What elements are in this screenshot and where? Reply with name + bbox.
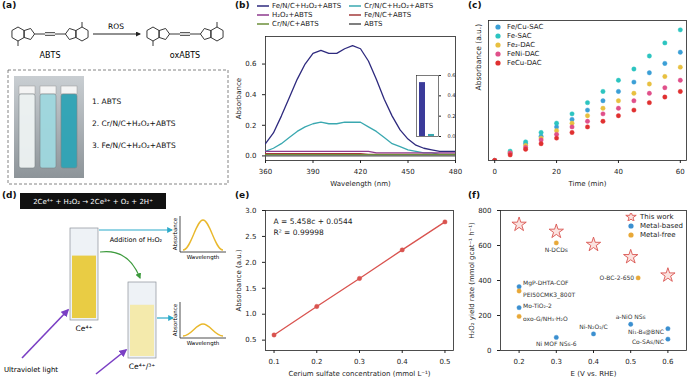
svg-text:0.5: 0.5: [625, 358, 636, 366]
svg-text:0.2: 0.2: [311, 358, 322, 366]
svg-text:ROS: ROS: [108, 22, 124, 31]
svg-text:Ni MOF NSs-6: Ni MOF NSs-6: [536, 340, 577, 347]
svg-text:0.4: 0.4: [245, 91, 257, 99]
svg-text:Absorbance (a.u.): Absorbance (a.u.): [235, 249, 243, 311]
html-text:Cr/N/C+ABTS: Cr/N/C+ABTS: [272, 20, 319, 28]
svg-text:Wavelength: Wavelength: [187, 340, 220, 347]
html-text:(d): (d): [2, 190, 17, 200]
svg-text:1. ABTS: 1. ABTS: [92, 97, 121, 106]
svg-text:0.2: 0.2: [245, 122, 256, 130]
svg-text:40: 40: [614, 168, 623, 176]
svg-text:2. Cr/N/C+H₂O₂+ABTS: 2. Cr/N/C+H₂O₂+ABTS: [92, 119, 176, 128]
svg-text:0.0: 0.0: [245, 152, 256, 160]
html-text:FeCu-DAC: FeCu-DAC: [507, 59, 542, 67]
svg-text:0.6: 0.6: [245, 60, 257, 68]
html-text:(a): (a): [2, 0, 17, 10]
html-text:(c): (c): [468, 0, 482, 10]
svg-text:400: 400: [478, 277, 491, 285]
svg-text:0: 0: [487, 347, 491, 355]
svg-text:0.3: 0.3: [354, 358, 365, 366]
svg-text:450: 450: [401, 168, 414, 176]
svg-text:Ultraviolet light: Ultraviolet light: [4, 366, 58, 374]
html-text:(b): (b): [235, 0, 250, 10]
svg-text:0.2: 0.2: [448, 113, 456, 119]
svg-text:N-DCDs: N-DCDs: [545, 246, 568, 253]
html-text:Metal-free: Metal-free: [640, 231, 676, 239]
svg-text:Co-SAs/NC: Co-SAs/NC: [632, 338, 664, 345]
html-text:Fe₂-DAC: Fe₂-DAC: [507, 41, 536, 49]
svg-text:PEI50CMK3_800T: PEI50CMK3_800T: [523, 291, 575, 299]
html-text:Fe-SAC: Fe-SAC: [507, 32, 532, 40]
html-text:Fe/N/C+H₂O₂+ABTS: Fe/N/C+H₂O₂+ABTS: [272, 2, 342, 10]
svg-text:Ni-N₂O₂/C: Ni-N₂O₂/C: [579, 323, 608, 330]
svg-text:0.0: 0.0: [448, 133, 456, 139]
svg-text:200: 200: [478, 312, 491, 320]
svg-text:Ce⁴⁺/³⁺: Ce⁴⁺/³⁺: [129, 362, 155, 371]
svg-text:A = 5.458c + 0.0544: A = 5.458c + 0.0544: [274, 217, 353, 226]
svg-text:2.5: 2.5: [245, 233, 256, 241]
svg-text:Absorbance: Absorbance: [235, 78, 243, 119]
html-text:Metal-based: Metal-based: [640, 222, 683, 230]
svg-text:2Ce⁴⁺ + H₂O₂ → 2Ce³⁺ + O₂ + 2H: 2Ce⁴⁺ + H₂O₂ → 2Ce³⁺ + O₂ + 2H⁺: [33, 198, 153, 206]
svg-text:480: 480: [449, 168, 462, 176]
svg-text:a-NiO NSs: a-NiO NSs: [616, 313, 646, 320]
html-text:This work: This work: [640, 213, 674, 221]
svg-text:2.0: 2.0: [245, 259, 256, 267]
svg-text:0.4: 0.4: [448, 92, 456, 98]
svg-text:390: 390: [306, 168, 319, 176]
svg-text:H₂O₂ yield rate (mmol gcat⁻¹ h: H₂O₂ yield rate (mmol gcat⁻¹ h⁻¹): [468, 222, 476, 339]
html-text:Fe/N/C+ABTS: Fe/N/C+ABTS: [364, 11, 412, 19]
svg-text:Time (min): Time (min): [567, 180, 606, 188]
svg-text:600: 600: [478, 242, 491, 250]
html-text:ABTS: ABTS: [364, 20, 383, 28]
svg-text:1.5: 1.5: [245, 285, 256, 293]
html-text:FeNi-DAC: FeNi-DAC: [507, 50, 540, 58]
html-text:(f): (f): [468, 190, 481, 200]
svg-text:Mo-TiO₂-2: Mo-TiO₂-2: [523, 302, 552, 309]
svg-text:0.6: 0.6: [448, 72, 456, 78]
svg-text:0.3: 0.3: [551, 358, 562, 366]
svg-text:420: 420: [354, 168, 367, 176]
svg-text:Absorbance: Absorbance: [172, 303, 178, 336]
svg-text:1.0: 1.0: [245, 310, 256, 318]
svg-text:oxABTS: oxABTS: [170, 51, 200, 60]
svg-text:O-BC-2-650: O-BC-2-650: [599, 274, 634, 281]
svg-text:0.6: 0.6: [662, 358, 674, 366]
svg-text:20: 20: [552, 168, 561, 176]
svg-text:Ce⁴⁺: Ce⁴⁺: [76, 324, 93, 333]
html-text:(e): (e): [235, 190, 250, 200]
svg-text:R² = 0.99998: R² = 0.99998: [274, 228, 325, 237]
svg-text:Cerium sulfate concentration (: Cerium sulfate concentration (mmol L⁻¹): [288, 370, 430, 378]
svg-text:Wavelength: Wavelength: [187, 254, 220, 261]
svg-text:3. Fe/N/C+H₂O₂+ABTS: 3. Fe/N/C+H₂O₂+ABTS: [92, 141, 176, 150]
svg-text:800: 800: [478, 207, 491, 215]
html-text:H₂O₂+ABTS: H₂O₂+ABTS: [272, 11, 313, 19]
svg-text:Absorbance: Absorbance: [172, 217, 178, 250]
svg-text:E (V vs. RHE): E (V vs. RHE): [571, 370, 617, 378]
svg-text:0.2: 0.2: [514, 358, 525, 366]
svg-text:0: 0: [492, 168, 496, 176]
html-text:Fe/Cu-SAC: Fe/Cu-SAC: [507, 23, 544, 31]
html-text:Cr/N/C+H₂O₂+ABTS: Cr/N/C+H₂O₂+ABTS: [364, 2, 434, 10]
svg-text:0.1: 0.1: [268, 358, 279, 366]
svg-text:oxo-G/NH₃·H₂O: oxo-G/NH₃·H₂O: [523, 315, 568, 322]
svg-text:0.4: 0.4: [397, 358, 409, 366]
svg-text:0.5: 0.5: [439, 358, 450, 366]
svg-text:Ni₁-B₄@BNC: Ni₁-B₄@BNC: [628, 328, 664, 336]
svg-text:0.4: 0.4: [588, 358, 600, 366]
svg-text:Absorbance (a.u.): Absorbance (a.u.): [474, 24, 483, 91]
svg-text:360: 360: [259, 168, 272, 176]
svg-text:Addition of H₂O₂: Addition of H₂O₂: [110, 236, 163, 244]
svg-text:0.5: 0.5: [245, 336, 256, 344]
svg-text:ABTS: ABTS: [40, 51, 61, 60]
svg-text:MgP-DHTA-COF: MgP-DHTA-COF: [523, 279, 569, 287]
svg-text:60: 60: [676, 168, 685, 176]
svg-text:Wavelength (nm): Wavelength (nm): [330, 180, 391, 188]
svg-text:3.0: 3.0: [245, 207, 256, 215]
